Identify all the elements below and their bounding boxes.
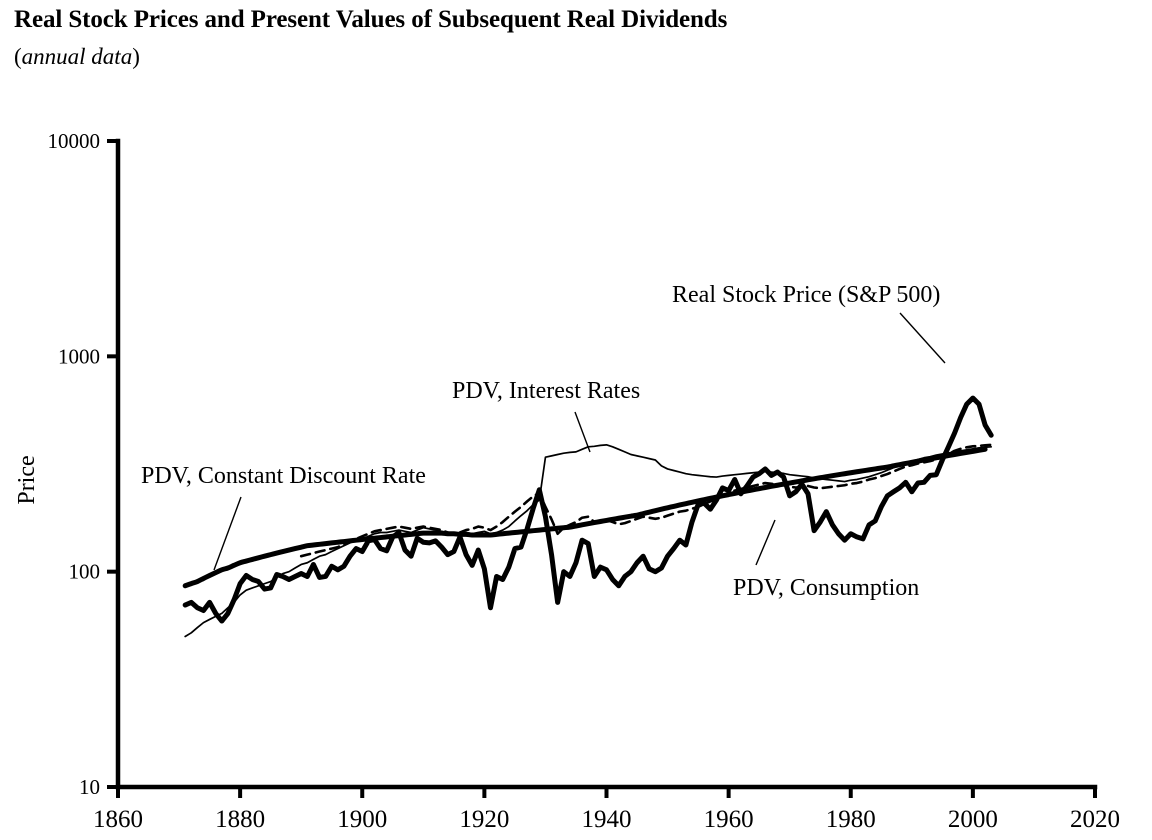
y-tick-label: 10 [79, 775, 100, 799]
chart-subtitle: (annual data) [14, 44, 140, 70]
x-tick-label: 1940 [582, 806, 632, 833]
subtitle-paren-close: ) [132, 44, 140, 69]
x-tick-label: 1900 [337, 806, 387, 833]
y-tick-label: 10000 [48, 129, 101, 153]
series-pdv-consumption [299, 443, 993, 558]
y-axis-ticks: 10 100 1000 10000 [48, 129, 118, 799]
annotation-const-discount-leader [213, 496, 242, 571]
annotation-const-discount-label: PDV, Constant Discount Rate [141, 463, 426, 489]
x-tick-label: 1860 [93, 806, 143, 833]
series-real-stock-price [182, 395, 994, 624]
x-tick-label: 2020 [1070, 806, 1120, 833]
annotations: PDV, Constant Discount Rate PDV, Interes… [141, 282, 946, 601]
y-tick-label: 1000 [58, 344, 100, 368]
annotation-consumption-leader [755, 519, 776, 566]
y-tick-label: 100 [69, 560, 101, 584]
chart-title: Real Stock Prices and Present Values of … [14, 6, 728, 33]
y-axis-title: Price [14, 455, 40, 504]
annotation-interest-rates-leader [574, 411, 591, 453]
x-tick-label: 2000 [948, 806, 998, 833]
x-axis-ticks: 1860 1880 1900 1920 1940 1960 1980 2000 2020 [93, 787, 1120, 833]
x-tick-label: 1920 [459, 806, 509, 833]
series-pdv-constant-discount-rate [182, 446, 988, 589]
subtitle-paren-open: ( [14, 44, 22, 69]
subtitle-text: annual data [21, 44, 133, 69]
annotation-consumption-label: PDV, Consumption [733, 575, 919, 601]
annotation-stock-price-label: Real Stock Price (S&P 500) [672, 282, 940, 308]
x-tick-label: 1980 [826, 806, 876, 833]
annotation-stock-price-leader [899, 312, 946, 364]
x-tick-label: 1960 [704, 806, 754, 833]
annotation-interest-rates-label: PDV, Interest Rates [452, 378, 640, 404]
x-tick-label: 1880 [215, 806, 265, 833]
